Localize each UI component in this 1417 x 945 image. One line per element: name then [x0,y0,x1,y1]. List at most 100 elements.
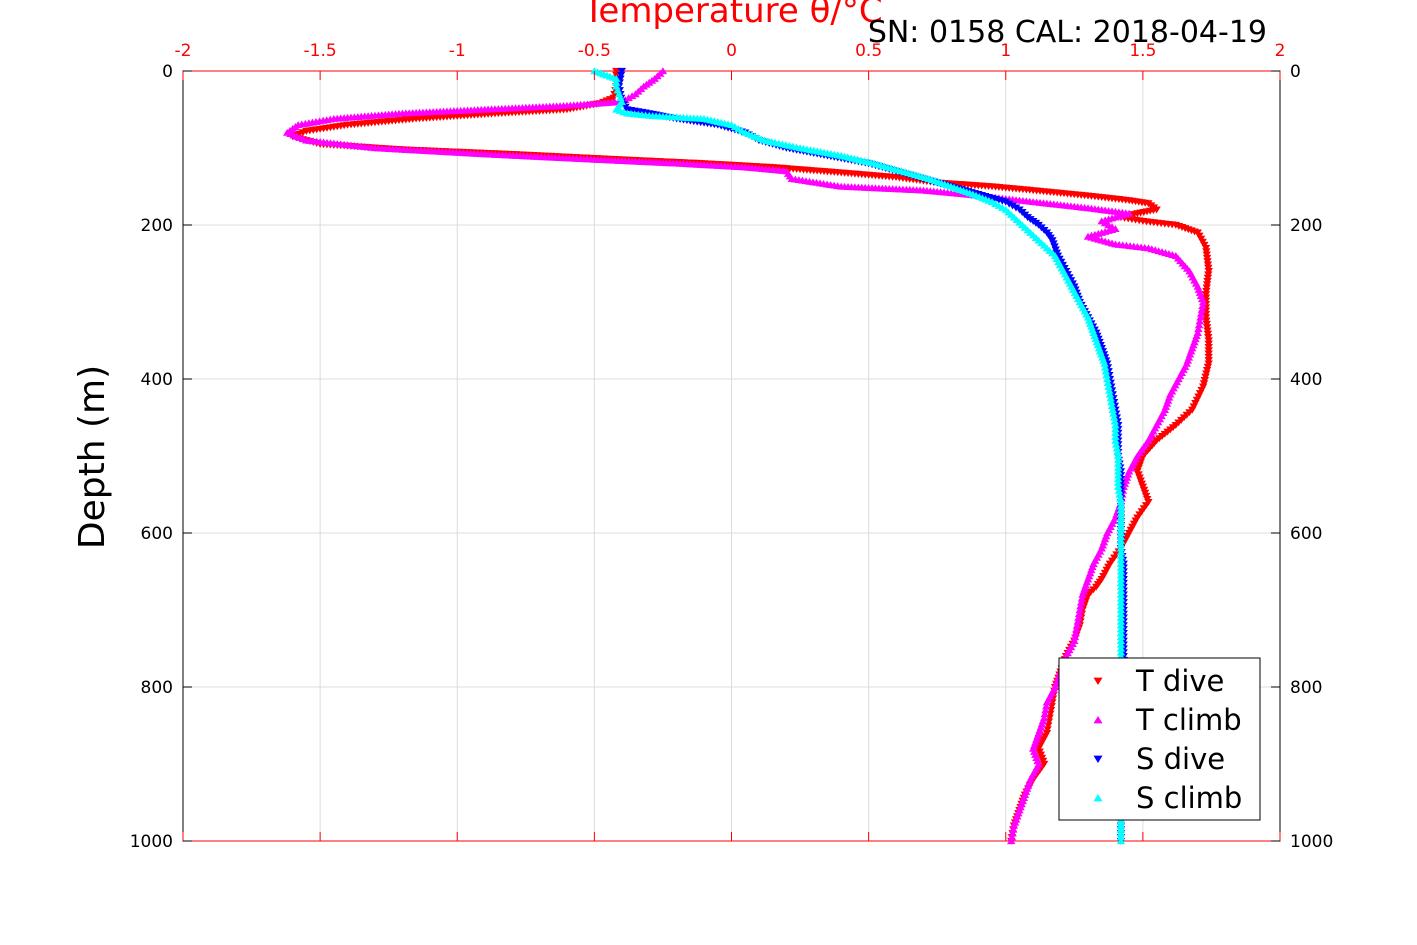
data-point [1100,363,1110,371]
data-point [1009,821,1019,829]
data-point [1004,200,1014,208]
data-point [1108,406,1117,413]
data-point [1116,644,1126,652]
data-point [1107,398,1116,406]
y-tick-label-right: 1000 [1290,832,1333,852]
data-point [1116,817,1126,825]
y-axis-ticks: 0 0 200 200 400 400 600 600 800 800 1000 1000 [130,62,1334,852]
x-tick-label: -1.5 [304,41,337,61]
data-point [1107,402,1117,410]
data-point [1104,382,1113,390]
y-tick-label-left: 1000 [130,832,173,852]
data-point [1042,702,1051,710]
x-tick-label: -1 [449,41,466,61]
data-point [616,71,626,79]
data-point [1112,444,1122,452]
data-point [1078,590,1087,598]
y-tick-label-left: 600 [141,524,173,544]
data-point [612,67,621,75]
data-point [1102,371,1111,379]
data-point [617,67,626,75]
data-point [1113,456,1123,463]
legend-label: S climb [1136,781,1242,815]
data-point [1116,648,1126,656]
data-point [1116,536,1126,544]
chart-title: Temperature θ/°C [582,0,882,31]
data-point [1113,452,1123,460]
data-point [1195,317,1204,325]
data-point [1116,640,1126,648]
data-point [1115,490,1124,498]
y-tick-label-right: 800 [1290,678,1322,698]
x-tick-label: 1 [1000,41,1011,61]
data-point [1103,375,1112,383]
data-point [1072,621,1082,629]
data-point [1100,359,1109,367]
data-point [1116,563,1126,571]
legend-marker [1093,755,1103,764]
legend-marker [1093,677,1103,686]
data-point [1194,325,1203,333]
series-s-dive [614,67,1128,845]
data-point [1103,379,1113,386]
data-point [1111,432,1120,440]
data-point [1116,837,1126,845]
y-tick-label-right: 600 [1290,524,1322,544]
data-point [1116,521,1126,529]
data-point [1109,409,1118,417]
data-point [1116,833,1126,841]
data-point [1116,586,1126,594]
data-point [1114,486,1124,494]
data-point [1116,509,1126,517]
x-axis-ticks: -2 -1.5 -1 -0.5 0 0.5 1 1.5 2 [175,41,1286,841]
data-point [1105,390,1115,398]
y-tick-label-left: 800 [141,678,173,698]
legend-box [1058,657,1261,821]
data-point [1116,583,1126,591]
y-tick-label-right: 0 [1290,62,1301,82]
x-tick-label: 2 [1275,41,1286,61]
legend-label: S dive [1136,742,1225,776]
data-point [1116,602,1126,610]
data-point [1116,825,1126,833]
legend-label: T climb [1135,703,1242,737]
data-point [1105,386,1114,394]
data-point [1113,467,1123,475]
data-point [1116,498,1126,506]
data-point [1044,722,1053,730]
data-point [1116,613,1126,621]
data-point [1194,321,1204,329]
data-point [1116,494,1125,502]
y-tick-label-right: 400 [1290,370,1322,390]
data-point [1113,471,1123,479]
data-point [1116,548,1126,556]
legend-marker [1093,715,1103,724]
data-point [1111,436,1120,444]
data-point [1116,621,1126,629]
data-point [1072,625,1081,633]
data-point [1113,475,1123,483]
data-point [1116,606,1126,614]
data-point [1041,706,1050,714]
data-point [1116,637,1126,644]
data-point [612,74,621,82]
data-point [1116,552,1126,560]
data-point [1116,829,1126,837]
data-point [1116,525,1126,533]
data-point [1116,513,1126,521]
y-tick-label-left: 200 [141,216,173,236]
data-point [1074,610,1084,617]
data-point [1196,309,1206,317]
data-point [1199,298,1208,306]
data-point [1008,202,1017,210]
data-point [1113,463,1123,471]
data-point [1009,825,1018,833]
data-point [1113,483,1123,490]
data-point [1007,837,1016,845]
data-point [1116,579,1126,587]
data-point [1073,617,1082,625]
data-point [1043,726,1052,734]
data-point [616,75,625,83]
data-point [1116,594,1126,602]
data-point [1001,198,1010,206]
